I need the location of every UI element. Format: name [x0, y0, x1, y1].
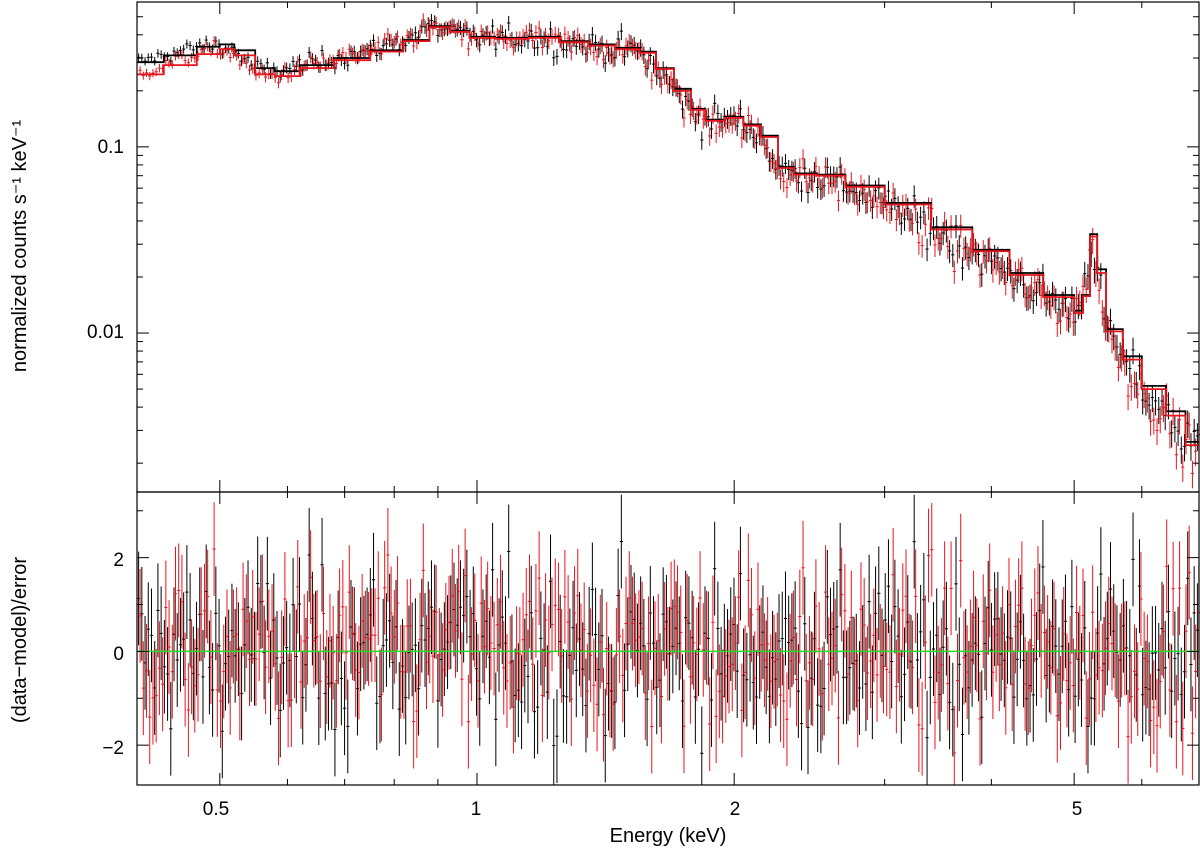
x-tick-label-2: 2: [730, 799, 741, 820]
resid-y-tick-label-0: 0: [113, 644, 124, 665]
y-axis-label-spectrum: normalized counts s⁻¹ keV⁻¹: [9, 120, 31, 373]
residuals-frame: [136, 491, 1200, 786]
y-tick-label-0.1: 0.1: [98, 137, 124, 158]
residuals-panel: [136, 491, 1200, 786]
resid-y-tick-label-minus2: −2: [102, 738, 124, 759]
x-tick-label-0.5: 0.5: [203, 799, 229, 820]
spectrum-model-line: [137, 26, 1199, 446]
resid-y-tick-label-2: 2: [113, 550, 124, 571]
x-tick-label-1: 1: [471, 799, 482, 820]
y-axis-label-residuals: (data−model)/error: [9, 557, 31, 724]
y-tick-label-0.01: 0.01: [87, 322, 124, 343]
x-tick-label-5: 5: [1072, 799, 1083, 820]
x-axis-label: Energy (keV): [610, 825, 727, 847]
spectrum-model-line: [137, 25, 1199, 443]
spectrum-panel: [136, 1, 1200, 504]
